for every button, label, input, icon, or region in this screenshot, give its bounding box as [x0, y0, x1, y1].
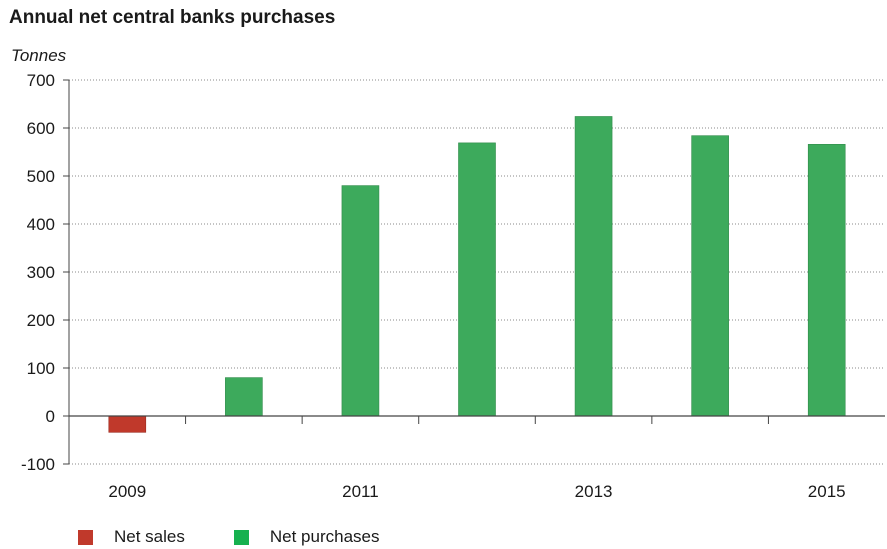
- legend-item-net-purchases: Net purchases: [233, 527, 380, 547]
- y-tick-label: 200: [27, 311, 55, 330]
- x-tick-label: 2013: [575, 482, 613, 501]
- x-tick-label: 2009: [108, 482, 146, 501]
- bar-2013: [574, 116, 613, 417]
- bar-2011: [341, 185, 380, 417]
- y-tick-label: 100: [27, 359, 55, 378]
- bar-2015: [807, 144, 846, 417]
- y-tick-label: 400: [27, 215, 55, 234]
- y-tick-label: 0: [46, 407, 55, 426]
- y-tick-label: 600: [27, 119, 55, 138]
- legend-item-net-sales: Net sales: [78, 527, 185, 547]
- y-tick-label: 500: [27, 167, 55, 186]
- legend: Net sales Net purchases: [78, 527, 429, 547]
- legend-swatch-net-purchases: [233, 529, 249, 545]
- y-axis-unit-label: Tonnes: [11, 46, 67, 65]
- chart-title: Annual net central banks purchases: [9, 7, 336, 28]
- bar-2010: [225, 377, 263, 417]
- y-tick-label: 300: [27, 263, 55, 282]
- x-tick-label: 2011: [342, 482, 379, 501]
- bar-2009: [108, 415, 147, 433]
- bar-2014: [691, 135, 729, 417]
- y-tick-label: -100: [21, 455, 55, 474]
- legend-label-net-sales: Net sales: [114, 527, 185, 546]
- legend-swatch-net-sales: [78, 529, 93, 545]
- x-tick-label: 2015: [808, 482, 846, 501]
- y-tick-label: 700: [27, 71, 55, 90]
- legend-label-net-purchases: Net purchases: [269, 527, 380, 546]
- bar-2012: [458, 142, 496, 417]
